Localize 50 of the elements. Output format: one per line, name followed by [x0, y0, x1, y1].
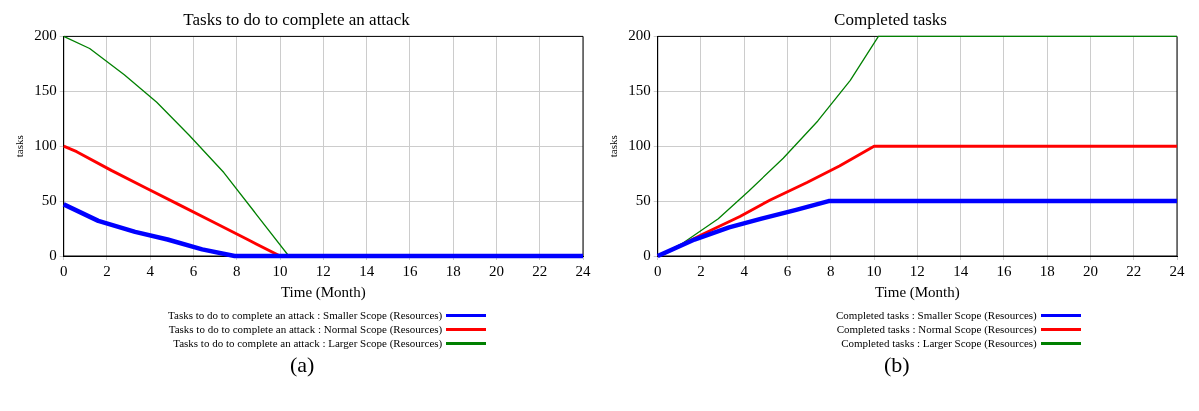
chart-title: Tasks to do to complete an attack — [183, 9, 410, 29]
y-tick-label: 150 — [628, 82, 651, 99]
x-axis-title: Time (Month) — [875, 283, 961, 301]
x-tick-label: 16 — [402, 262, 418, 279]
y-tick-label: 150 — [33, 82, 57, 99]
x-tick-label: 24 — [575, 262, 591, 279]
y-tick-label: 200 — [33, 27, 57, 44]
x-tick-label: 20 — [488, 262, 504, 279]
x-tick-label: 16 — [996, 262, 1013, 279]
x-tick-label: 20 — [1083, 262, 1099, 279]
text: (a) — [289, 352, 316, 378]
y-tick-label: 100 — [628, 137, 651, 154]
x-axis-title: Time (Month) — [280, 283, 366, 301]
x-tick-label: 22 — [531, 262, 547, 279]
x-tick-label: 0 — [654, 262, 662, 279]
legend-label: Tasks to do to complete an attack : Smaller Scope (Resources) — [167, 309, 444, 321]
legend-label: Tasks to do to complete an attack : Normal Scope (Resources) — [167, 323, 444, 335]
x-tick-label: 14 — [953, 262, 969, 279]
y-tick-label: 50 — [41, 192, 57, 209]
x-tick-label: 0 — [59, 262, 68, 279]
legend-label: Completed tasks : Normal Scope (Resources) — [835, 323, 1038, 335]
x-tick-label: 6 — [189, 262, 198, 279]
x-tick-label: 8 — [232, 262, 241, 279]
legend-label: Completed tasks : Larger Scope (Resources) — [840, 337, 1038, 349]
x-tick-label: 2 — [697, 262, 705, 279]
y-tick-label: 0 — [48, 246, 57, 263]
legend-label: Completed tasks : Smaller Scope (Resources) — [835, 309, 1038, 321]
y-tick-label: 100 — [33, 137, 57, 154]
text: (b) — [882, 352, 911, 378]
x-tick-label: 14 — [358, 262, 375, 279]
x-tick-label: 10 — [272, 262, 288, 279]
y-tick-label: 50 — [635, 192, 651, 209]
x-tick-label: 4 — [740, 262, 749, 279]
x-tick-label: 4 — [146, 262, 155, 279]
x-tick-label: 12 — [910, 262, 926, 279]
x-tick-label: 6 — [784, 262, 793, 279]
y-tick-label: 0 — [643, 246, 651, 263]
x-tick-label: 10 — [866, 262, 882, 279]
y-tick-label: 200 — [628, 27, 651, 44]
legend-label: Tasks to do to complete an attack : Larger Scope (Resources) — [172, 337, 444, 349]
y-axis-title: tasks — [13, 135, 26, 158]
x-tick-label: 12 — [315, 262, 331, 279]
x-tick-label: 18 — [1039, 262, 1055, 279]
y-axis-title: tasks — [607, 135, 620, 158]
x-tick-label: 24 — [1169, 262, 1186, 279]
x-tick-label: 8 — [827, 262, 835, 279]
chart-title: Completed tasks — [834, 9, 948, 29]
x-tick-label: 2 — [102, 262, 111, 279]
x-tick-label: 18 — [445, 262, 461, 279]
x-tick-label: 22 — [1126, 262, 1142, 279]
